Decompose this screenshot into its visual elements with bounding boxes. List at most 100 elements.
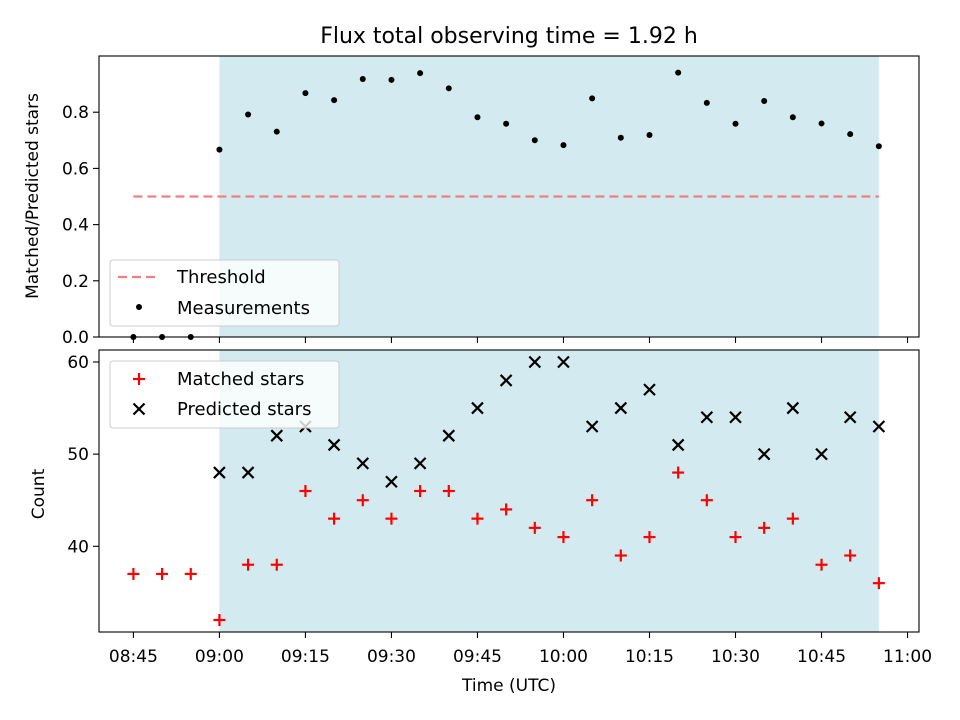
predicted-stars-point <box>241 466 255 479</box>
matched-stars-point <box>471 512 484 525</box>
xtick-label: 08:45 <box>109 647 158 667</box>
matched-stars-point <box>643 531 656 544</box>
top-ytick-label: 0.4 <box>62 216 89 236</box>
predicted-stars-point <box>385 475 398 489</box>
predicted-stars-point <box>614 401 628 415</box>
measurement-point <box>703 99 710 106</box>
predicted-stars-point <box>585 420 599 433</box>
measurement-point <box>302 90 309 97</box>
bottom-legend: Matched stars Predicted stars <box>109 360 340 429</box>
measurement-point <box>789 114 796 121</box>
predicted-stars-point <box>270 429 284 442</box>
top-ytick-label: 0.0 <box>62 328 89 348</box>
measurement-point <box>474 114 481 121</box>
legend-predicted-marker <box>132 402 146 416</box>
xtick-label: 11:00 <box>883 647 932 667</box>
bottom-ytick-label: 40 <box>67 537 89 557</box>
predicted-stars-point <box>356 457 370 470</box>
matched-stars-point <box>844 549 857 562</box>
matched-stars-point <box>184 567 197 580</box>
measurement-point <box>417 70 424 77</box>
predicted-stars-point <box>413 457 427 470</box>
bottom-legend-box <box>109 360 340 429</box>
matched-stars-point <box>586 494 599 507</box>
measurement-point <box>531 137 538 144</box>
measurement-point <box>359 76 366 83</box>
measurement-point <box>847 131 854 138</box>
predicted-stars-point <box>528 355 542 369</box>
matched-stars-point <box>815 558 828 571</box>
predicted-stars-point <box>815 447 828 461</box>
matched-stars-point <box>270 558 283 571</box>
matched-stars-point <box>328 512 341 525</box>
matched-stars-point <box>700 494 713 507</box>
measurement-point <box>560 142 567 149</box>
legend-matched-marker <box>133 373 145 385</box>
xtick-label: 10:30 <box>711 647 760 667</box>
bottom-y-axis-label: Count <box>29 468 49 519</box>
matched-stars-point <box>127 567 140 580</box>
predicted-stars-point <box>700 410 714 424</box>
measurement-point <box>875 143 882 150</box>
chart-title: Flux total observing time = 1.92 h <box>320 24 698 49</box>
predicted-stars-point <box>327 438 341 452</box>
matched-stars-point <box>614 549 627 562</box>
matched-stars-point <box>414 485 427 497</box>
bottom-panel: 40 50 60 Count Matched stars Predicted sta… <box>29 349 920 638</box>
xtick-label: 09:15 <box>281 647 330 667</box>
legend-matched-swatch <box>133 373 145 385</box>
matched-stars-point <box>557 531 570 544</box>
predicted-stars-point <box>729 410 742 424</box>
measurement-point <box>818 120 825 127</box>
predicted-stars-point <box>671 438 685 452</box>
top-legend-box <box>109 259 340 327</box>
xtick-label: 09:45 <box>453 647 502 667</box>
matched-stars-point <box>528 521 541 534</box>
measurement-point <box>503 120 510 127</box>
matched-stars-point <box>242 558 255 571</box>
matched-stars-point <box>442 485 455 497</box>
top-legend: Threshold Measurements <box>109 259 340 327</box>
legend-measurements-swatch <box>136 304 142 310</box>
predicted-stars-point <box>442 429 456 442</box>
matched-stars-point <box>385 512 398 525</box>
bottom-plot-frame <box>98 349 920 633</box>
matched-stars-point <box>672 466 685 479</box>
bottom-ytick-label: 60 <box>67 353 89 373</box>
legend-matched-label: Matched stars <box>177 369 304 390</box>
x-axis-label: Time (UTC) <box>461 676 556 696</box>
measurement-point <box>331 97 338 104</box>
xtick-label: 10:15 <box>625 647 674 667</box>
measurement-point <box>388 76 395 83</box>
matched-stars-point <box>729 531 742 544</box>
predicted-stars-point <box>643 383 656 396</box>
top-ytick-label: 0.8 <box>62 103 89 123</box>
xtick-label: 10:00 <box>539 647 588 667</box>
legend-predicted-swatch <box>132 402 146 416</box>
matched-stars-point <box>500 503 513 516</box>
measurement-point <box>445 85 452 92</box>
predicted-stars-point <box>471 401 484 415</box>
top-ytick-label: 0.6 <box>62 159 89 179</box>
matched-stars-point <box>299 485 312 497</box>
predicted-stars-point <box>213 466 226 479</box>
top-plot-frame <box>98 55 920 338</box>
measurement-point <box>216 146 223 153</box>
predicted-stars-point <box>786 401 800 415</box>
predicted-stars-point <box>757 447 771 461</box>
measurement-point <box>617 134 624 141</box>
matched-stars-point <box>213 614 226 627</box>
predicted-stars-point <box>557 355 570 369</box>
measurement-point <box>732 120 739 127</box>
legend-measurements-label: Measurements <box>177 298 310 319</box>
matched-stars-point <box>872 577 885 590</box>
top-y-axis-label: Matched/Predicted stars <box>23 93 43 299</box>
top-panel: 0.00.20.40.60.8 Matched/Predicted stars … <box>23 55 920 348</box>
xtick-label: 10:45 <box>797 647 846 667</box>
measurement-point <box>675 69 682 76</box>
xtick-label: 09:00 <box>195 647 244 667</box>
bottom-ytick-label: 50 <box>67 445 89 465</box>
matched-stars-point <box>356 494 369 507</box>
matched-stars-point <box>758 521 771 534</box>
